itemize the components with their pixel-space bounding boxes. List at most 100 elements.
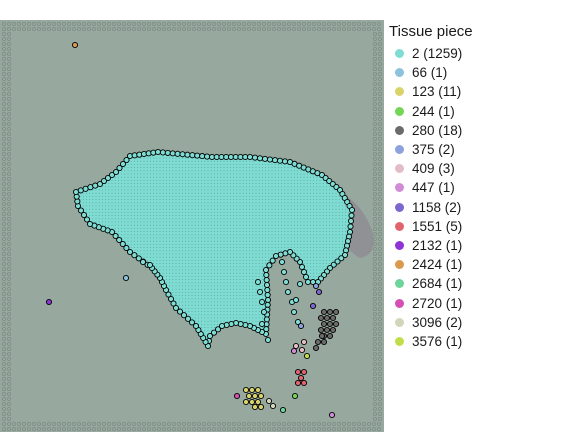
data-point [246,153,254,161]
data-point [164,149,171,156]
data-point [294,318,302,326]
data-point [167,295,175,303]
data-point [254,386,262,394]
data-point [304,278,312,286]
fiducial-frame [2,21,382,431]
data-point [265,397,273,405]
data-point [281,158,289,165]
data-point [248,398,256,406]
legend-title: Tissue piece [389,23,473,40]
data-point [174,150,181,157]
data-point [262,266,270,274]
data-point [199,153,206,160]
data-point [126,248,134,256]
legend-key-swatch [395,183,404,193]
data-point [71,41,79,49]
data-point [318,332,326,340]
data-point [294,379,302,387]
data-point [251,154,259,161]
data-point [272,252,280,260]
data-point [184,315,192,322]
legend-item: 66 (1) [389,63,569,82]
data-point [169,150,176,157]
data-point [165,291,172,298]
data-point [218,322,226,330]
data-point [315,288,323,296]
legend-item: 2132 (1) [389,236,569,255]
data-point [294,368,302,376]
data-point [348,206,356,214]
data-point [154,148,162,156]
data-point [323,326,331,334]
data-point [263,271,270,279]
legend-label: 2684 (1) [412,276,463,292]
data-point [320,308,328,316]
data-point [292,296,300,304]
data-point [266,262,273,269]
data-point [347,223,354,230]
data-point [348,212,355,219]
data-point [159,149,166,156]
legend-label: 375 (2) [412,142,455,158]
data-point [122,274,130,282]
legend-item: 2 (1259) [389,44,569,63]
data-point [112,168,120,176]
data-point [139,258,147,266]
data-point [176,308,184,315]
legend-item: 3096 (2) [389,313,569,332]
data-point [276,157,284,164]
legend-key-swatch [395,145,404,155]
legend-label: 2 (1259) [412,46,463,62]
legend-item: 3576 (1) [389,332,569,351]
legend-label: 447 (1) [412,180,455,196]
legend-key-swatch [395,336,404,346]
data-point [86,220,94,228]
data-point [104,174,112,182]
data-point [184,151,191,158]
data-point [116,236,123,244]
legend-key-swatch [395,68,404,78]
data-point [312,282,320,290]
data-point [188,319,196,326]
legend-label: 1158 (2) [412,199,462,215]
data-point [279,406,287,414]
data-point [338,255,345,262]
legend-key-swatch [395,87,404,97]
data-point [329,326,337,334]
data-point [251,403,259,411]
main-piece-fill [76,152,352,346]
legend-key-swatch [395,164,404,174]
data-point [248,386,256,394]
data-point [204,153,211,160]
data-point [96,180,104,188]
data-point [180,312,188,319]
data-point [256,155,264,162]
data-point [257,392,265,400]
data-point [194,152,201,159]
data-point [314,338,322,346]
data-point [179,151,186,158]
data-point [77,207,85,214]
data-point [326,308,334,316]
data-point [192,322,200,330]
data-point [297,374,305,382]
data-point [300,368,308,376]
legend-label: 66 (1) [412,65,448,81]
data-point [320,320,328,328]
data-point [119,160,127,168]
legend-label: 409 (3) [412,161,455,177]
data-point [300,268,308,276]
legend-key-swatch [395,125,404,135]
data-point [123,244,130,252]
legend-key-swatch [395,298,404,308]
data-point [332,320,340,328]
data-point [264,291,271,299]
data-point [332,308,340,316]
data-point [80,211,88,219]
data-point [170,300,177,307]
data-point [298,263,306,271]
data-point [328,411,336,419]
data-point [309,302,317,310]
data-point [258,298,266,306]
data-point [284,288,292,296]
